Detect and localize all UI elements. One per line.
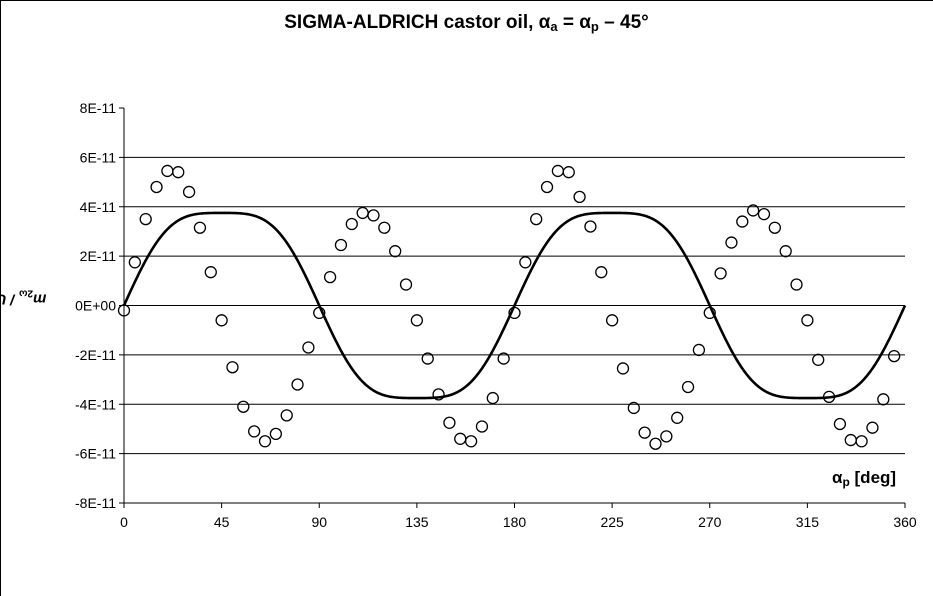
data-point xyxy=(573,190,586,204)
x-tick-label: 135 xyxy=(405,514,429,530)
data-point xyxy=(508,306,521,320)
y-tick-label: 8E-11 xyxy=(80,100,117,116)
data-point xyxy=(671,411,684,424)
data-point xyxy=(833,417,847,431)
data-point xyxy=(399,278,413,291)
y-tick-label: 6E-11 xyxy=(80,149,117,165)
y-tick-label: 0E+00 xyxy=(75,298,116,314)
data-point xyxy=(248,425,261,438)
data-point xyxy=(757,208,771,221)
data-point xyxy=(703,306,716,320)
data-point xyxy=(237,400,250,413)
data-point xyxy=(530,212,543,226)
data-point xyxy=(595,266,608,279)
data-point xyxy=(139,212,152,226)
data-point xyxy=(128,256,141,269)
x-tick-label: 45 xyxy=(214,514,230,530)
x-tick-label: 0 xyxy=(120,514,128,530)
data-point xyxy=(334,238,348,252)
data-point xyxy=(605,314,619,327)
data-point xyxy=(692,343,706,357)
x-tick-label: 90 xyxy=(311,514,327,530)
data-point xyxy=(877,393,890,406)
data-point xyxy=(768,221,781,234)
data-point xyxy=(562,166,575,179)
data-point xyxy=(779,245,792,258)
data-point xyxy=(638,426,651,439)
y-tick-label: -2E-11 xyxy=(75,347,116,363)
data-point xyxy=(616,362,630,375)
data-point xyxy=(736,215,749,228)
data-point xyxy=(519,256,532,269)
data-point xyxy=(790,278,803,291)
data-point xyxy=(432,388,445,401)
x-tick-label: 315 xyxy=(796,514,820,530)
data-point xyxy=(725,236,738,249)
x-tick-label: 360 xyxy=(893,514,917,530)
data-point xyxy=(313,306,326,320)
data-point xyxy=(627,401,640,415)
data-point xyxy=(584,220,597,233)
data-point xyxy=(801,314,814,327)
data-point xyxy=(844,433,857,447)
data-point xyxy=(345,217,358,231)
data-point xyxy=(714,267,727,280)
data-point xyxy=(323,270,337,284)
y-tick-label: -4E-11 xyxy=(75,396,116,412)
y-tick-label: 2E-11 xyxy=(80,248,117,264)
data-point xyxy=(215,314,228,327)
data-point xyxy=(551,164,565,178)
data-point xyxy=(356,206,369,220)
fit-line xyxy=(122,211,907,400)
data-point xyxy=(226,361,239,374)
data-point xyxy=(475,420,489,433)
data-point xyxy=(150,180,163,194)
data-point xyxy=(421,352,434,365)
y-tick-label: 4E-11 xyxy=(80,199,117,215)
data-point xyxy=(204,266,217,279)
data-point xyxy=(888,349,901,363)
data-point xyxy=(258,435,272,448)
data-point xyxy=(367,209,380,222)
data-point xyxy=(649,437,662,450)
data-point xyxy=(464,435,478,448)
y-tick-label: -6E-11 xyxy=(75,446,116,462)
data-point xyxy=(193,221,207,234)
x-tick-label: 225 xyxy=(600,514,624,530)
data-point xyxy=(378,221,391,234)
data-point xyxy=(660,430,673,443)
chart-title: SIGMA-ALDRICH castor oil, αa = αp – 45° xyxy=(284,12,649,34)
x-tick-label: 270 xyxy=(698,514,722,530)
data-point xyxy=(182,185,196,199)
data-point xyxy=(117,304,131,317)
x-axis-label: αp [deg] xyxy=(832,468,897,489)
data-point xyxy=(454,432,467,445)
data-point xyxy=(540,180,554,194)
data-point xyxy=(855,435,868,448)
data-point xyxy=(822,390,836,403)
data-point xyxy=(389,245,402,258)
data-point xyxy=(161,164,174,178)
data-point xyxy=(269,427,283,441)
x-tick-label: 180 xyxy=(503,514,527,530)
data-point xyxy=(866,421,879,434)
data-point xyxy=(812,353,825,366)
data-point xyxy=(681,380,695,394)
data-point xyxy=(497,352,510,365)
data-point xyxy=(172,166,185,179)
data-point xyxy=(280,409,293,422)
data-point xyxy=(410,314,424,327)
data-point xyxy=(291,378,304,391)
data-point xyxy=(302,341,315,354)
y-tick-label: -8E-11 xyxy=(75,495,116,511)
data-point xyxy=(443,416,456,429)
data-point xyxy=(486,391,499,405)
data-point xyxy=(746,204,760,217)
